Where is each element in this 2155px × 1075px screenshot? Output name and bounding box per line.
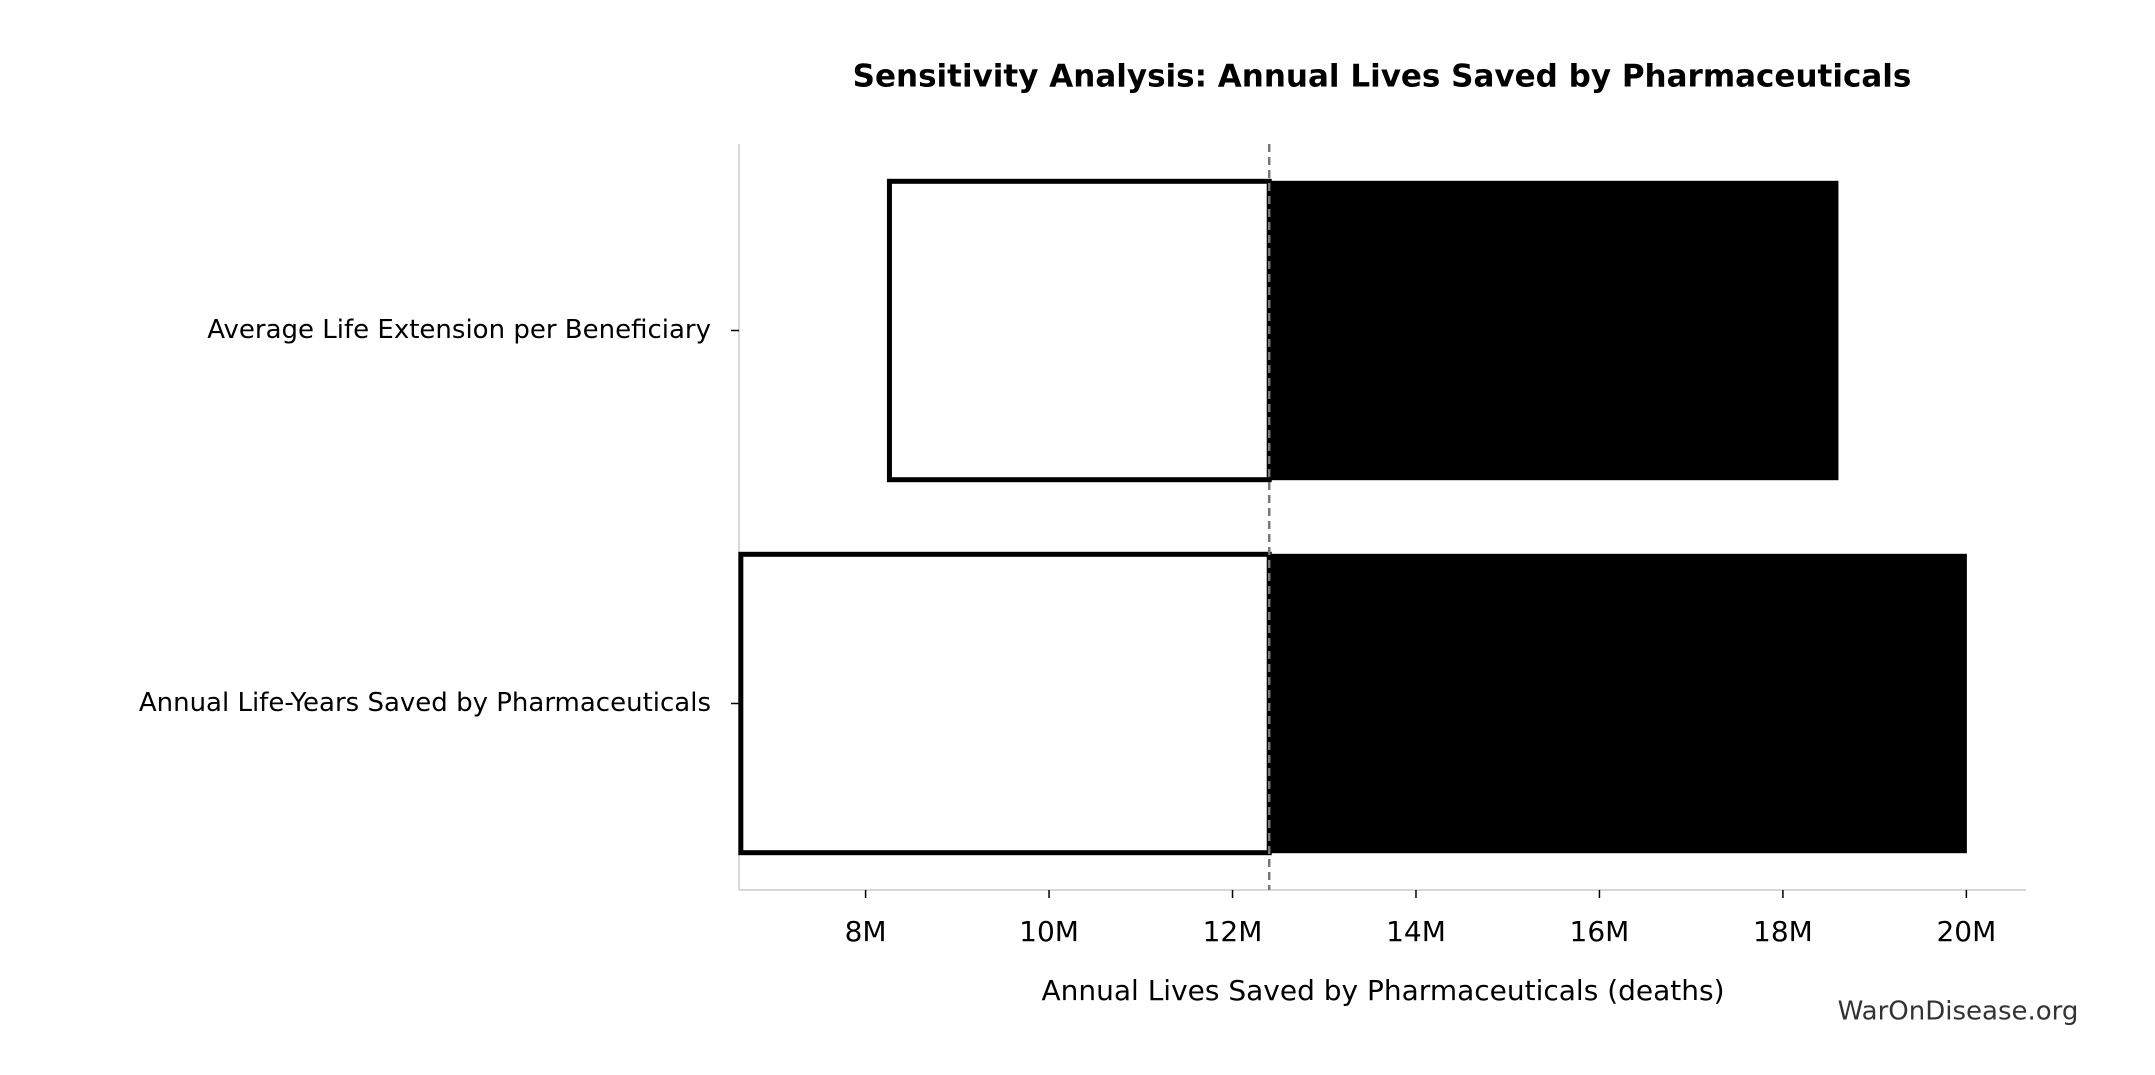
bar <box>738 551 1272 856</box>
x-tick-label: 18M <box>1753 915 1813 948</box>
x-tick-label: 20M <box>1936 915 1996 948</box>
bar <box>886 178 1272 483</box>
x-tick-label: 12M <box>1203 915 1263 948</box>
bar <box>1268 553 1967 854</box>
watermark: WarOnDisease.org <box>1838 997 2079 1027</box>
y-tick-label: Average Life Extension per Beneficiary <box>207 315 711 345</box>
y-tick-label: Annual Life-Years Saved by Pharmaceutica… <box>139 688 711 718</box>
x-tick-label: 10M <box>1019 915 1079 948</box>
x-axis-label: Annual Lives Saved by Pharmaceuticals (d… <box>1041 974 1724 1007</box>
x-tick-label: 14M <box>1386 915 1446 948</box>
x-tick-label: 16M <box>1570 915 1630 948</box>
bar <box>1268 180 1839 481</box>
chart-title: Sensitivity Analysis: Annual Lives Saved… <box>853 59 1912 95</box>
x-tick-label: 8M <box>845 915 887 948</box>
